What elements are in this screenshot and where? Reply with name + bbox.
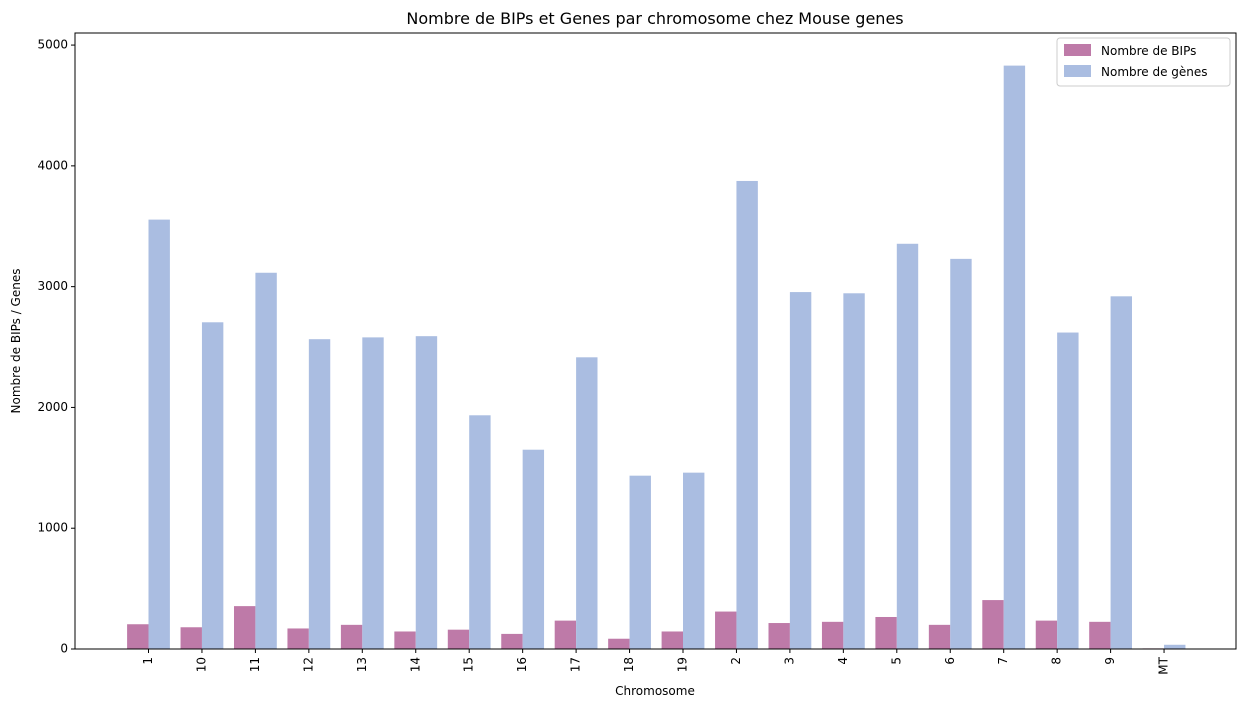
x-tick-label: 14 [408,657,422,672]
bar-genes-10 [201,322,224,649]
bar-genes-5 [896,243,919,650]
x-tick-label: 6 [943,657,957,665]
bar-bips-10 [180,627,202,649]
bar-bips-17 [554,620,577,649]
chart-title: Nombre de BIPs et Genes par chromosome c… [406,9,903,28]
y-tick-label: 4000 [37,158,68,172]
bar-genes-12 [308,339,331,649]
legend: Nombre de BIPs Nombre de gènes [1056,37,1231,87]
legend-label-genes: Nombre de gènes [1101,65,1208,79]
x-tick-label: 1 [141,657,155,665]
x-tick-label: 18 [622,657,636,672]
x-tick-label: 19 [676,657,690,672]
x-tick-label: 7 [996,657,1010,665]
x-tick-label: 11 [248,657,262,672]
x-tick-label: 4 [836,657,850,665]
x-tick-label: MT [1157,656,1171,674]
bar-genes-14 [415,336,438,649]
bar-bips-18 [608,638,630,649]
y-tick-label: 2000 [37,400,68,414]
bar-bips-16 [501,633,523,649]
x-tick-label: 12 [301,657,315,672]
x-ticks-group: 1 10 11 12 13 14 15 16 17 18 19 2 3 4 5 6 7 8 9 MT [141,649,1171,675]
y-tick-label: 1000 [37,521,68,535]
bar-bips-1 [127,624,149,649]
x-tick-label: 16 [515,657,529,672]
x-tick-label: 15 [462,657,476,672]
bar-bips-15 [447,629,470,649]
bar-genes-4 [843,293,865,649]
bar-genes-MT [1164,644,1186,649]
bar-genes-2 [736,180,758,649]
y-tick-label: 5000 [37,38,68,52]
y-tick-label: 0 [60,642,68,656]
bar-bips-13 [340,624,363,649]
x-tick-label: 3 [782,657,796,665]
bar-genes-3 [789,292,812,649]
bar-bips-14 [394,631,416,649]
bar-genes-6 [950,258,972,649]
y-ticks-group: 0 1000 2000 3000 4000 5000 [37,38,75,656]
bar-bips-9 [1089,621,1111,649]
legend-swatch-genes [1064,65,1091,77]
x-tick-label: 8 [1050,657,1064,665]
bar-genes-7 [1003,65,1026,650]
y-tick-label: 3000 [37,279,68,293]
x-tick-label: 10 [194,657,208,672]
legend-label-bips: Nombre de BIPs [1101,44,1196,58]
bar-genes-17 [576,357,598,649]
bar-genes-16 [522,449,545,649]
x-tick-label: 13 [355,657,369,672]
bar-genes-1 [148,219,170,650]
bar-genes-18 [629,475,651,649]
bar-bips-3 [768,623,790,649]
legend-swatch-bips [1064,44,1091,56]
bar-bips-6 [928,624,951,649]
bar-bips-19 [661,631,683,649]
bar-genes-15 [469,415,491,649]
bar-bips-12 [287,628,309,649]
x-tick-label: 17 [569,657,583,672]
plot-frame [74,32,1237,650]
legend-box [1056,37,1231,87]
bar-bips-7 [982,600,1004,649]
y-axis-label: Nombre de BIPs / Genes [9,269,23,414]
bar-genes-19 [683,472,705,649]
bar-genes-13 [362,337,384,649]
bar-bips-2 [715,611,737,649]
bar-bips-5 [875,616,897,649]
x-axis-label: Chromosome [615,684,695,698]
bar-bips-4 [821,621,844,649]
x-tick-label: 9 [1103,657,1117,665]
bars-group [127,65,1186,650]
bar-genes-9 [1110,296,1132,649]
bar-genes-8 [1057,332,1079,649]
x-tick-label: 5 [889,657,903,665]
bar-bips-8 [1035,620,1058,649]
bar-bips-11 [234,606,256,649]
bar-genes-11 [255,272,277,649]
x-tick-label: 2 [729,657,743,665]
